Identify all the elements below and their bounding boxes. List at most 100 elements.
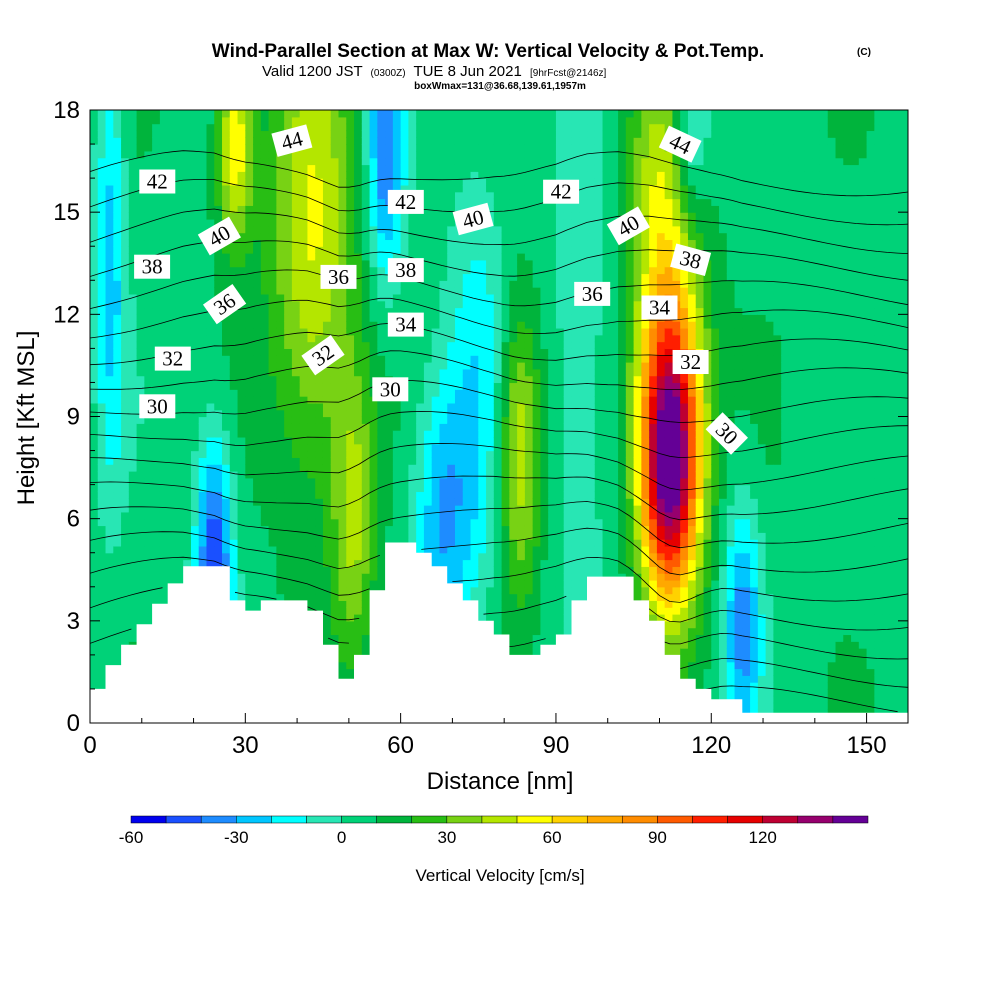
- velocity-cell: [299, 518, 309, 527]
- velocity-cell: [152, 389, 161, 397]
- velocity-cell: [237, 382, 246, 390]
- velocity-cell: [214, 280, 223, 288]
- velocity-cell: [190, 225, 200, 234]
- velocity-cell: [493, 130, 503, 138]
- velocity-cell: [136, 341, 145, 349]
- velocity-cell: [454, 552, 464, 561]
- velocity-cell: [361, 144, 371, 152]
- velocity-cell: [447, 348, 456, 356]
- velocity-cell: [222, 416, 231, 424]
- velocity-cell: [291, 321, 301, 329]
- valid-main: Valid 1200 JST: [262, 63, 362, 80]
- velocity-cell: [144, 416, 153, 424]
- velocity-cell: [369, 307, 378, 315]
- velocity-cell: [237, 579, 246, 588]
- velocity-cell: [136, 327, 145, 336]
- velocity-cell: [408, 171, 417, 179]
- velocity-cell: [276, 348, 285, 356]
- velocity-cell: [105, 614, 114, 622]
- velocity-cell: [222, 191, 231, 200]
- velocity-cell: [431, 110, 441, 111]
- velocity-cell: [276, 552, 285, 561]
- velocity-cell: [299, 436, 309, 445]
- velocity-cell: [237, 484, 246, 493]
- velocity-cell: [206, 184, 215, 193]
- velocity-cell: [322, 579, 332, 588]
- velocity-cell: [128, 423, 138, 431]
- velocity-cell: [245, 464, 254, 472]
- velocity-cell: [431, 130, 441, 138]
- velocity-cell: [423, 239, 433, 247]
- velocity-cell: [260, 491, 270, 499]
- velocity-cell: [454, 205, 464, 213]
- velocity-cell: [322, 484, 332, 493]
- velocity-cell: [299, 484, 309, 493]
- velocity-cell: [284, 436, 293, 445]
- velocity-cell: [439, 416, 448, 424]
- velocity-cell: [222, 518, 231, 527]
- velocity-cell: [385, 362, 394, 370]
- velocity-cell: [299, 409, 309, 418]
- velocity-cell: [237, 573, 246, 581]
- velocity-cell: [159, 586, 169, 595]
- velocity-cell: [369, 348, 378, 356]
- velocity-cell: [354, 375, 363, 384]
- velocity-cell: [501, 402, 510, 411]
- velocity-cell: [322, 327, 332, 336]
- velocity-cell: [291, 246, 301, 254]
- velocity-cell: [229, 123, 239, 132]
- velocity-cell: [237, 368, 246, 377]
- velocity-cell: [113, 627, 122, 636]
- velocity-cell: [291, 559, 301, 567]
- velocity-cell: [478, 525, 487, 533]
- velocity-cell: [454, 184, 464, 193]
- velocity-cell: [439, 327, 448, 336]
- velocity-cell: [346, 409, 355, 418]
- velocity-cell: [268, 443, 277, 452]
- velocity-cell: [237, 150, 246, 159]
- velocity-cell: [385, 491, 394, 499]
- velocity-cell: [501, 178, 510, 186]
- velocity-cell: [97, 280, 107, 288]
- velocity-cell: [214, 464, 223, 472]
- velocity-cell: [346, 246, 355, 254]
- velocity-cell: [346, 362, 355, 370]
- velocity-cell: [447, 253, 456, 261]
- velocity-cell: [268, 327, 277, 336]
- velocity-cell: [284, 198, 293, 206]
- velocity-cell: [392, 164, 402, 172]
- velocity-cell: [299, 253, 309, 261]
- velocity-cell: [447, 232, 456, 241]
- velocity-cell: [361, 607, 371, 615]
- velocity-cell: [501, 511, 510, 520]
- velocity-cell: [291, 341, 301, 349]
- velocity-cell: [105, 130, 114, 138]
- velocity-cell: [237, 545, 246, 554]
- velocity-cell: [509, 396, 518, 404]
- velocity-cell: [408, 178, 417, 186]
- velocity-cell: [369, 130, 378, 138]
- velocity-cell: [307, 389, 316, 397]
- velocity-cell: [167, 293, 177, 302]
- velocity-cell: [253, 273, 262, 281]
- velocity-cell: [152, 300, 161, 309]
- velocity-cell: [90, 218, 99, 227]
- velocity-cell: [128, 287, 138, 295]
- velocity-cell: [501, 477, 510, 486]
- velocity-cell: [113, 178, 122, 186]
- velocity-cell: [144, 130, 153, 138]
- velocity-cell: [128, 559, 138, 567]
- velocity-cell: [144, 362, 153, 370]
- velocity-cell: [447, 307, 456, 315]
- velocity-cell: [167, 532, 177, 540]
- velocity-cell: [416, 430, 425, 438]
- velocity-cell: [253, 566, 262, 574]
- velocity-cell: [198, 362, 208, 370]
- velocity-cell: [121, 273, 130, 281]
- velocity-cell: [431, 382, 441, 390]
- velocity-cell: [245, 525, 254, 533]
- velocity-cell: [159, 212, 169, 220]
- velocity-cell: [509, 416, 518, 424]
- velocity-cell: [214, 430, 223, 438]
- velocity-cell: [113, 334, 122, 343]
